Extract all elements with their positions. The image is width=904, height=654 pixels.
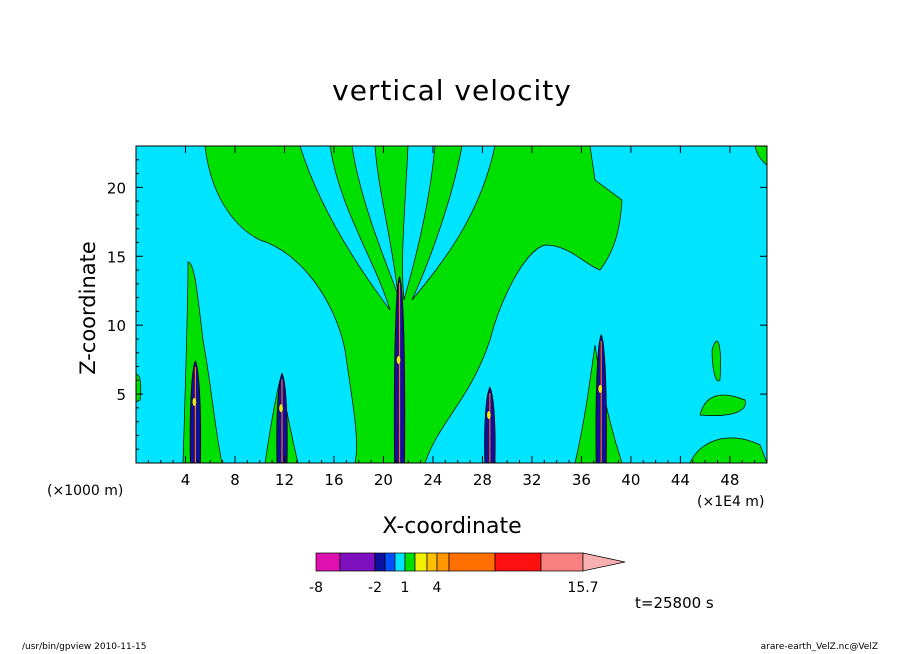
colorbar-segment-5 [404,552,416,572]
colorbar-segment-11 [540,552,584,572]
x-axis-label: X-coordinate [382,514,522,539]
x-tick-label-9: 40 [621,471,640,489]
contour-region-2 [299,145,391,311]
colorbar-label-2: 1 [401,580,410,596]
convective-column-0 [189,360,202,464]
contour-region-10 [689,437,768,464]
colorbar-label-4: 15.7 [567,580,598,596]
convective-column-4 [595,333,607,464]
colorbar-segment-10 [494,552,542,572]
colorbar-arrow [582,552,626,572]
time-label: t=25800 s [635,594,714,612]
contour-region-4 [402,145,436,301]
x-tick-label-3: 16 [324,471,343,489]
footer-left: /usr/bin/gpview 2010-11-15 [22,642,147,652]
convective-column-1 [276,372,288,464]
x-tick-label-7: 32 [522,471,541,489]
x-tick-label-4: 20 [374,471,393,489]
y-tick-label-1: 10 [107,317,126,335]
x-tick-label-10: 44 [671,471,690,489]
x-tick-label-2: 12 [275,471,294,489]
x-tick-label-8: 36 [572,471,591,489]
y-tick-label-0: 5 [116,386,126,404]
colorbar-segment-6 [414,552,428,572]
x-unit-label: (×1000 m) [47,483,124,499]
contour-region-9 [699,394,746,416]
x-tick-label-11: 48 [720,471,739,489]
footer-right: arare-earth_VelZ.nc@VelZ [760,642,878,652]
x-tick-label-0: 4 [181,471,191,489]
colorbar-segment-9 [448,552,496,572]
colorbar-segment-2 [374,552,386,572]
convective-column-2 [393,276,406,464]
colorbar-segment-3 [384,552,396,572]
contour-region-5 [411,145,496,301]
x-tick-label-6: 28 [473,471,492,489]
y-tick-label-2: 15 [107,248,126,266]
y-axis-label: Z-coordinate [76,241,100,375]
colorbar-label-1: -2 [368,580,382,596]
contour-region-11 [711,340,721,382]
colorbar-segment-1 [339,552,376,572]
colorbar-segment-4 [394,552,406,572]
colorbar-label-0: -8 [309,580,323,596]
colorbar-segment-7 [426,552,438,572]
contour-region-13 [135,374,142,403]
x-tick-label-1: 8 [230,471,240,489]
contour-region-1 [204,145,623,464]
colorbar-label-3: 4 [433,580,442,596]
colorbar-segment-0 [315,552,341,572]
x-tick-label-5: 24 [423,471,442,489]
plot-frame [135,145,768,464]
convective-column-3 [484,386,496,464]
colorbar-segment-8 [436,552,450,572]
chart-title: vertical velocity [332,74,572,107]
y-unit-label: (×1E4 m) [697,494,765,510]
y-tick-label-3: 20 [107,179,126,197]
